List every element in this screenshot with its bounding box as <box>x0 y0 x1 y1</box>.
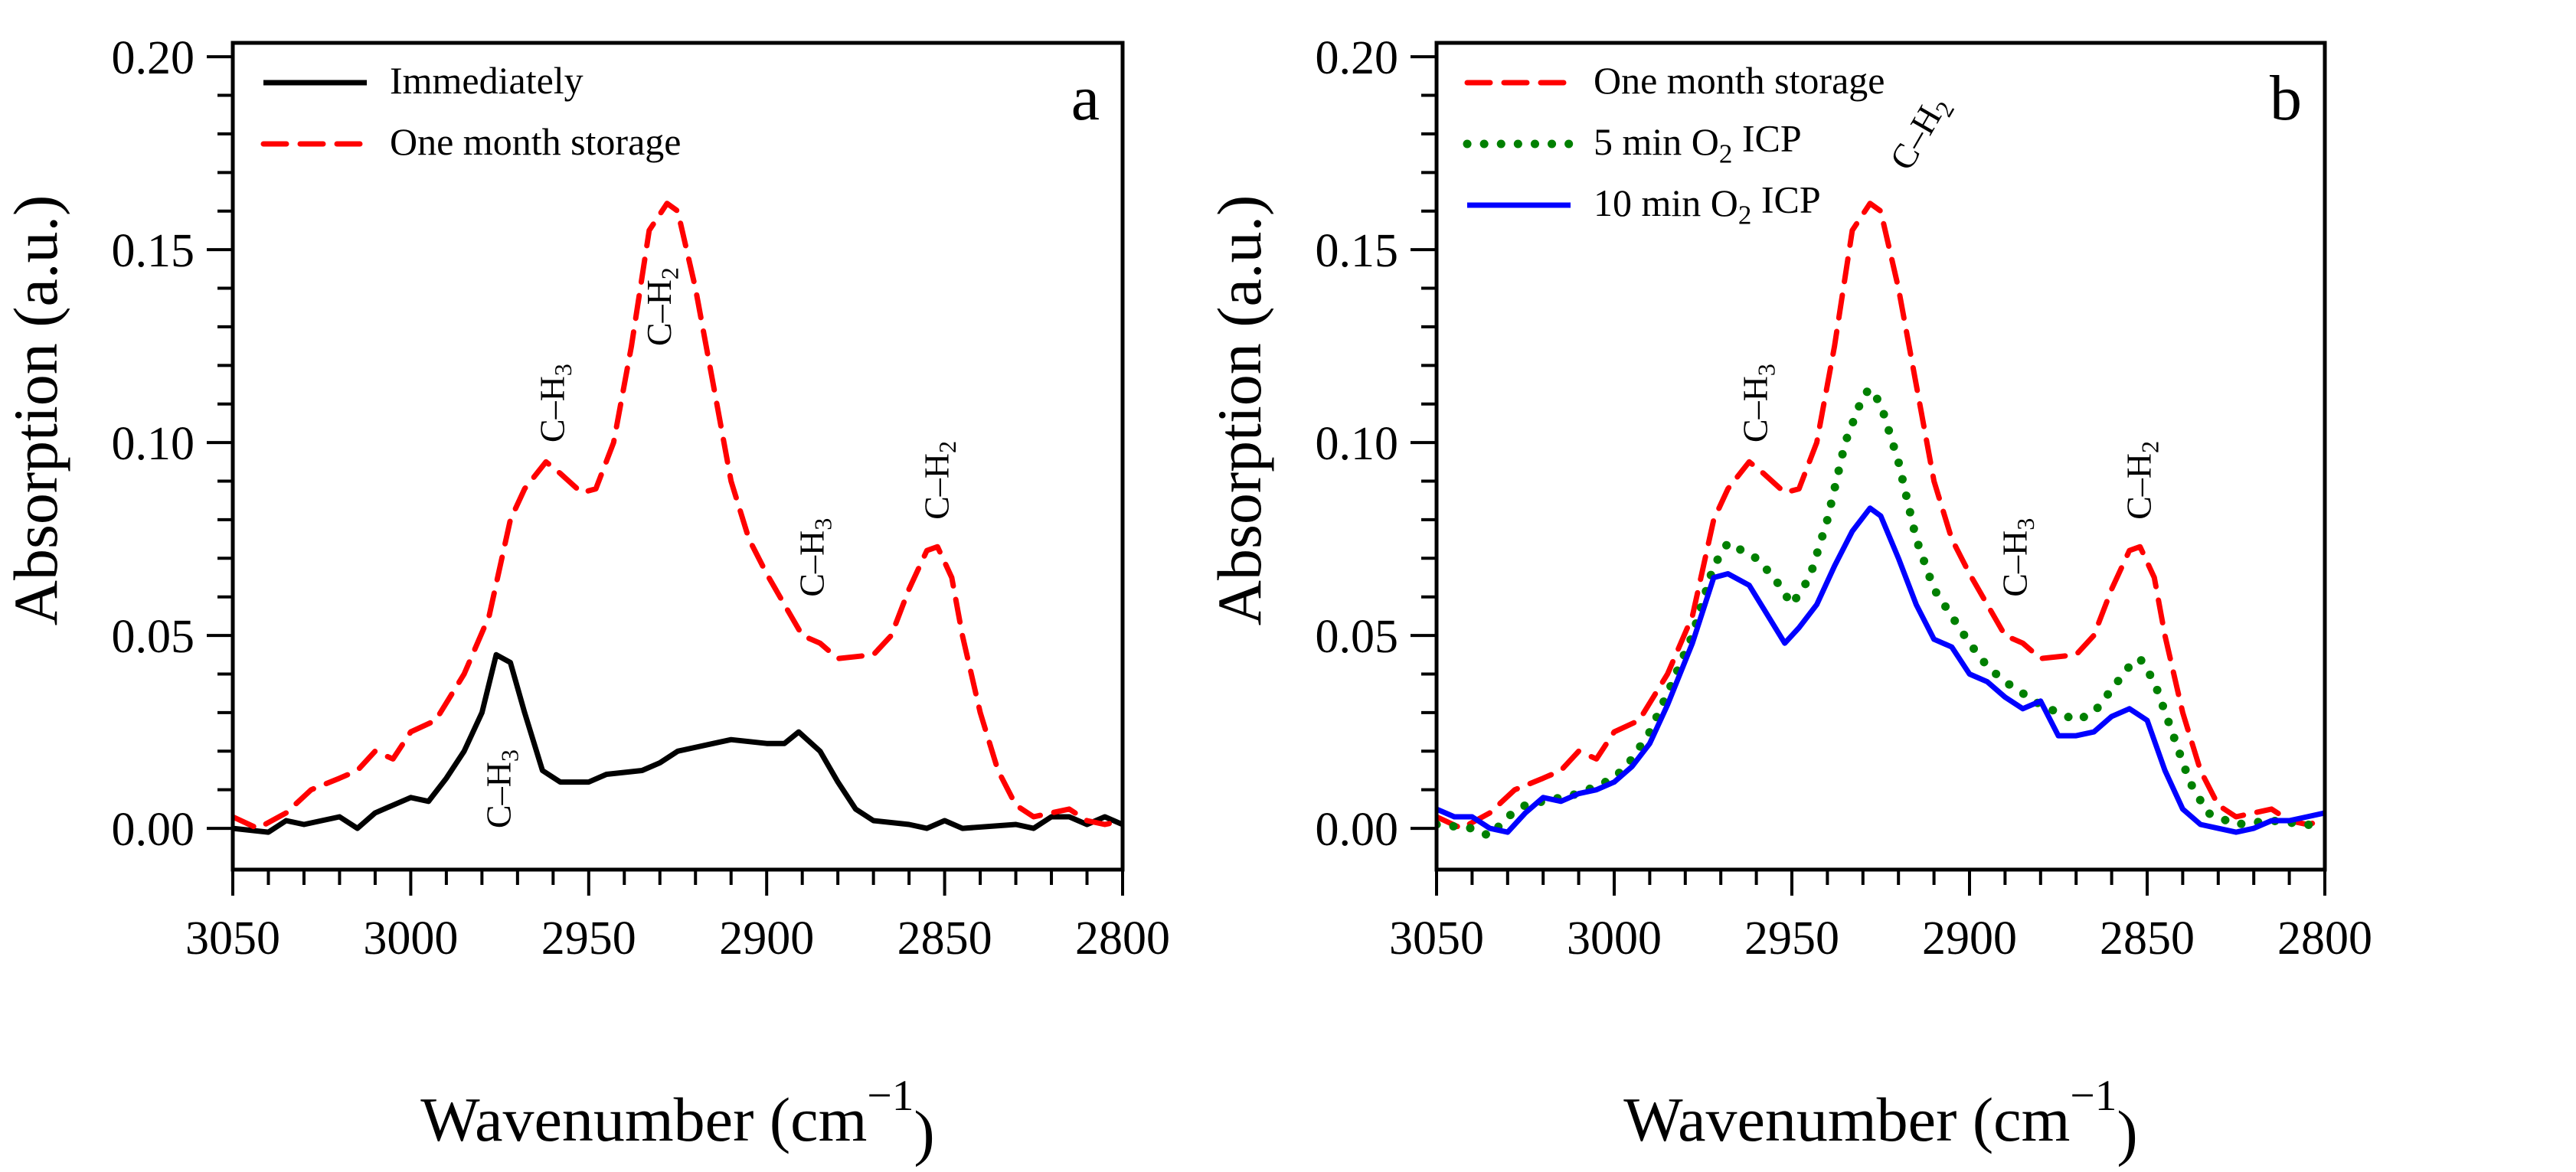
x-axis-label: Wavenumber (cm−1) <box>1623 1072 2137 1167</box>
text-part: ) <box>914 1098 934 1167</box>
panel-a: 3050 3000 2950 2900 2850 2800 0.00 0.05 0.10 0.15… <box>1 32 1170 1167</box>
peak-annotation: C–H2 <box>917 441 961 520</box>
subscript: 2 <box>2136 441 2163 453</box>
text-part: C–H <box>532 376 571 442</box>
x-tick-label: 2950 <box>541 912 636 965</box>
text-part: C–H <box>1736 376 1775 442</box>
series-line-1 <box>233 201 1123 831</box>
text-part: 5 min O <box>1594 120 1719 163</box>
text-part: 10 min O <box>1594 181 1738 224</box>
y-tick-label: 0.10 <box>1316 418 1399 470</box>
x-tick-label: 3050 <box>185 912 280 965</box>
text-part: C–H <box>793 531 832 597</box>
peak-annotation: C–H3 <box>479 749 524 828</box>
peak-annotation: C–H2 <box>1882 89 1960 179</box>
peak-annotation: C–H3 <box>532 364 577 442</box>
legend: Immediately One month storage <box>260 59 681 163</box>
legend-label-1: One month storage <box>390 120 681 163</box>
series-line-0 <box>233 651 1123 835</box>
superscript: −1 <box>867 1072 914 1120</box>
y-tick-label: 0.20 <box>112 32 195 84</box>
panel-letter: a <box>1071 63 1100 134</box>
subscript: 3 <box>2012 518 2039 531</box>
peak-annotation: C–H3 <box>793 518 837 597</box>
text-part: C–H <box>2120 453 2159 520</box>
subscript: 3 <box>549 364 577 376</box>
text-part: Wavenumber (cm <box>420 1085 867 1154</box>
y-tick-label: 0.00 <box>1316 804 1399 856</box>
subscript: 2 <box>933 441 961 453</box>
plot-frame <box>1434 41 2327 872</box>
x-tick-label: 2800 <box>1075 912 1170 965</box>
subscript: 2 <box>1719 139 1733 169</box>
peak-annotation: C–H2 <box>2120 441 2164 520</box>
y-tick-label: 0.15 <box>1316 225 1399 277</box>
series-line-2 <box>1437 505 2325 835</box>
panel-letter: b <box>2270 63 2302 134</box>
x-tick-label: 3000 <box>363 912 458 965</box>
y-tick-label: 0.15 <box>112 225 195 277</box>
x-tick-label: 2800 <box>2277 912 2372 965</box>
text-part: ) <box>2117 1098 2137 1167</box>
subscript: 3 <box>495 749 523 762</box>
x-tick-label: 2850 <box>897 912 992 965</box>
x-axis-label: Wavenumber (cm−1) <box>420 1072 934 1167</box>
subscript: 2 <box>1738 201 1752 230</box>
panel-b: 3050 3000 2950 2900 2850 2800 0.00 0.05 0.10 0.15… <box>1205 32 2372 1167</box>
text-part: ICP <box>1732 117 1801 160</box>
y-tick-label: 0.10 <box>112 418 195 470</box>
subscript: 3 <box>809 518 836 531</box>
x-tick-label: 3050 <box>1389 912 1484 965</box>
legend-label-1: 5 min O2 ICP <box>1594 117 1802 169</box>
y-axis-label: Absorption (a.u.) <box>1205 195 1274 626</box>
subscript: 2 <box>655 267 683 279</box>
x-tick-label: 3000 <box>1567 912 1662 965</box>
x-tick-label: 2900 <box>719 912 814 965</box>
y-tick-label: 0.00 <box>112 804 195 856</box>
series-line-0 <box>1437 201 2325 831</box>
peak-annotation: C–H2 <box>639 267 684 346</box>
legend-label-0: One month storage <box>1594 59 1885 102</box>
y-tick-label: 0.05 <box>112 611 195 663</box>
series-line-1 <box>1437 384 2325 841</box>
peak-annotation: C–H3 <box>1736 364 1780 442</box>
text-part: C–H <box>917 453 956 520</box>
subscript: 3 <box>1752 364 1780 376</box>
text-part: C–H <box>479 762 518 828</box>
text-part: ICP <box>1751 178 1820 221</box>
peak-annotation: C–H3 <box>1995 518 2039 597</box>
text-part: Wavenumber (cm <box>1623 1085 2070 1154</box>
text-part: C–H <box>639 279 678 346</box>
y-axis-label: Absorption (a.u.) <box>1 195 70 626</box>
x-tick-label: 2850 <box>2100 912 2195 965</box>
x-tick-label: 2950 <box>1744 912 1839 965</box>
text-part: C–H <box>1995 531 2034 597</box>
y-tick-label: 0.20 <box>1316 32 1399 84</box>
x-tick-label: 2900 <box>1922 912 2017 965</box>
y-tick-label: 0.05 <box>1316 611 1399 663</box>
legend-label-2: 10 min O2 ICP <box>1594 178 1821 230</box>
legend-label-0: Immediately <box>390 59 584 102</box>
superscript: −1 <box>2070 1072 2117 1120</box>
plot-frame <box>230 41 1125 872</box>
